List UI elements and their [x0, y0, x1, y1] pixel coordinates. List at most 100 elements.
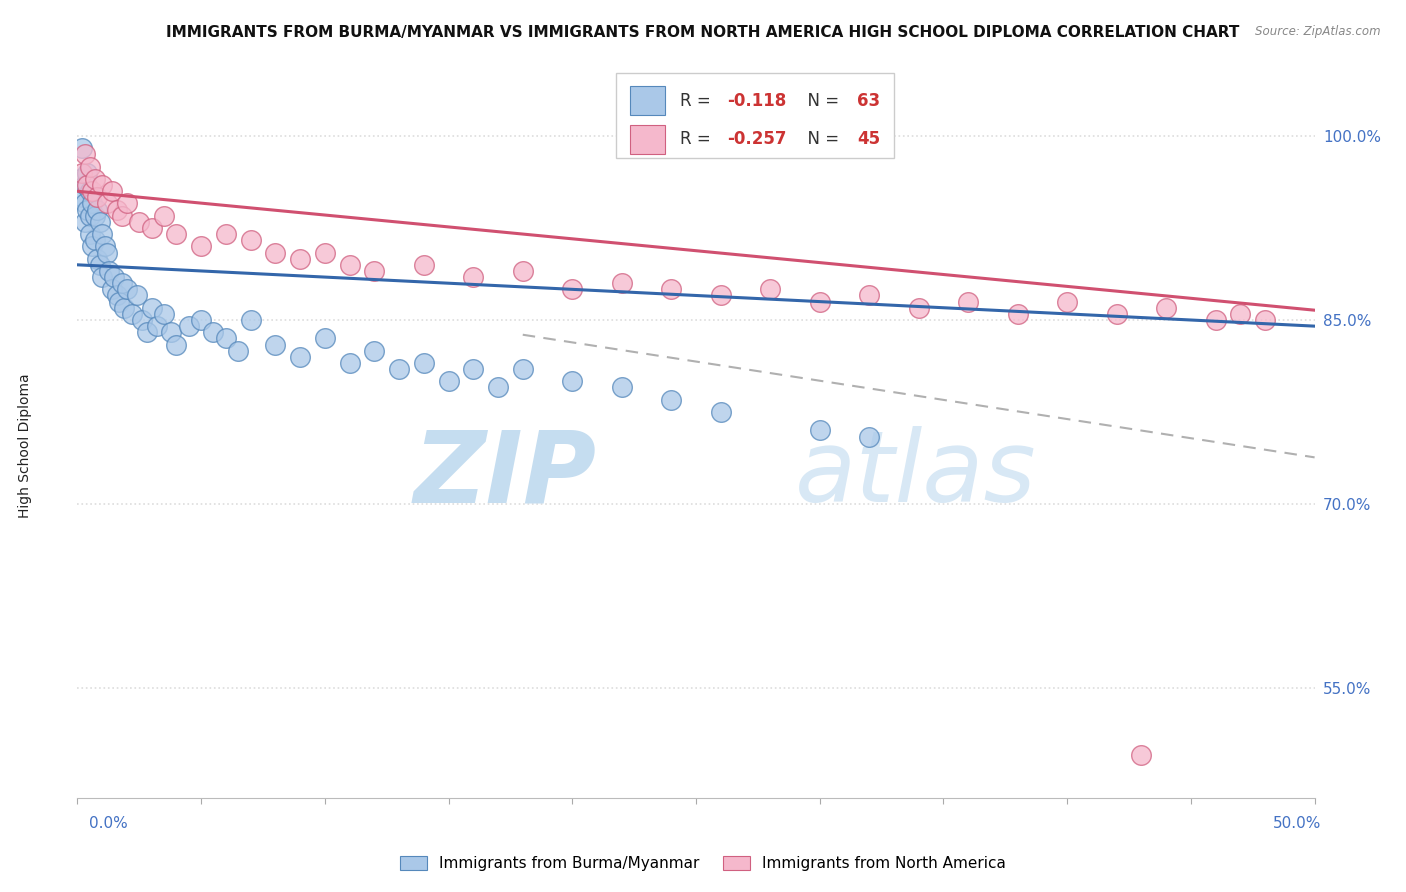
Point: [808, 424, 831, 438]
Point: [103, 270, 125, 285]
Text: High School Diploma: High School Diploma: [18, 374, 32, 518]
Point: [808, 294, 831, 309]
Text: R =: R =: [681, 130, 716, 148]
Point: [412, 356, 434, 370]
Point: [89, 215, 111, 229]
Text: atlas: atlas: [794, 426, 1036, 523]
Point: [710, 405, 733, 419]
Point: [111, 277, 134, 291]
Text: IMMIGRANTS FROM BURMA/MYANMAR VS IMMIGRANTS FROM NORTH AMERICA HIGH SCHOOL DIPLO: IMMIGRANTS FROM BURMA/MYANMAR VS IMMIGRA…: [166, 25, 1240, 40]
Point: [486, 380, 509, 394]
Text: 50.0%: 50.0%: [1274, 816, 1322, 831]
Point: [131, 313, 153, 327]
Point: [512, 264, 534, 278]
Point: [153, 307, 176, 321]
FancyBboxPatch shape: [616, 73, 894, 158]
Point: [1205, 313, 1227, 327]
Point: [215, 331, 238, 345]
Point: [128, 215, 150, 229]
Point: [79, 160, 101, 174]
Point: [363, 264, 385, 278]
Point: [79, 227, 101, 241]
Point: [101, 184, 124, 198]
Point: [141, 301, 163, 315]
Point: [125, 288, 148, 302]
Point: [98, 264, 121, 278]
Point: [153, 209, 176, 223]
Text: -0.257: -0.257: [727, 130, 786, 148]
Point: [82, 196, 104, 211]
Point: [72, 141, 94, 155]
Point: [101, 282, 124, 296]
Point: [1105, 307, 1128, 321]
Point: [177, 319, 200, 334]
Point: [226, 343, 249, 358]
Point: [160, 326, 183, 340]
Point: [314, 245, 336, 260]
Point: [112, 301, 135, 315]
Point: [264, 245, 287, 260]
Text: N =: N =: [797, 130, 845, 148]
Text: -0.118: -0.118: [727, 92, 786, 110]
Point: [659, 392, 682, 407]
Text: 45: 45: [856, 130, 880, 148]
Text: ZIP: ZIP: [413, 426, 598, 523]
Point: [202, 326, 225, 340]
Point: [412, 258, 434, 272]
Point: [135, 326, 157, 340]
Point: [759, 282, 782, 296]
Text: R =: R =: [681, 92, 716, 110]
Point: [561, 375, 583, 389]
Point: [339, 356, 361, 370]
Point: [76, 178, 98, 193]
Point: [105, 202, 128, 217]
Point: [76, 166, 98, 180]
Point: [96, 196, 118, 211]
FancyBboxPatch shape: [630, 86, 665, 115]
Point: [1056, 294, 1078, 309]
Point: [288, 252, 311, 266]
Text: Source: ZipAtlas.com: Source: ZipAtlas.com: [1256, 25, 1381, 38]
Point: [1254, 313, 1277, 327]
Point: [239, 233, 262, 247]
Point: [141, 221, 163, 235]
Point: [610, 380, 633, 394]
Point: [73, 178, 96, 193]
Point: [86, 202, 108, 217]
Point: [72, 190, 94, 204]
Point: [79, 184, 101, 198]
Point: [1154, 301, 1177, 315]
Point: [1229, 307, 1251, 321]
Point: [83, 233, 105, 247]
Point: [239, 313, 262, 327]
Point: [388, 362, 411, 376]
Point: [858, 429, 880, 443]
Point: [96, 245, 118, 260]
Point: [145, 319, 167, 334]
Text: 63: 63: [856, 92, 880, 110]
FancyBboxPatch shape: [630, 125, 665, 154]
Point: [190, 313, 212, 327]
Point: [957, 294, 980, 309]
Point: [111, 209, 134, 223]
Point: [86, 252, 108, 266]
Point: [108, 294, 131, 309]
Text: N =: N =: [797, 92, 845, 110]
Point: [215, 227, 238, 241]
Point: [76, 202, 98, 217]
Point: [82, 184, 104, 198]
Text: 0.0%: 0.0%: [89, 816, 128, 831]
Point: [512, 362, 534, 376]
Point: [82, 239, 104, 253]
Point: [79, 209, 101, 223]
Point: [1007, 307, 1029, 321]
Point: [264, 337, 287, 351]
Point: [91, 178, 114, 193]
Point: [610, 277, 633, 291]
Point: [73, 215, 96, 229]
Point: [288, 350, 311, 364]
Point: [165, 337, 187, 351]
Point: [710, 288, 733, 302]
Point: [463, 362, 485, 376]
Point: [463, 270, 485, 285]
